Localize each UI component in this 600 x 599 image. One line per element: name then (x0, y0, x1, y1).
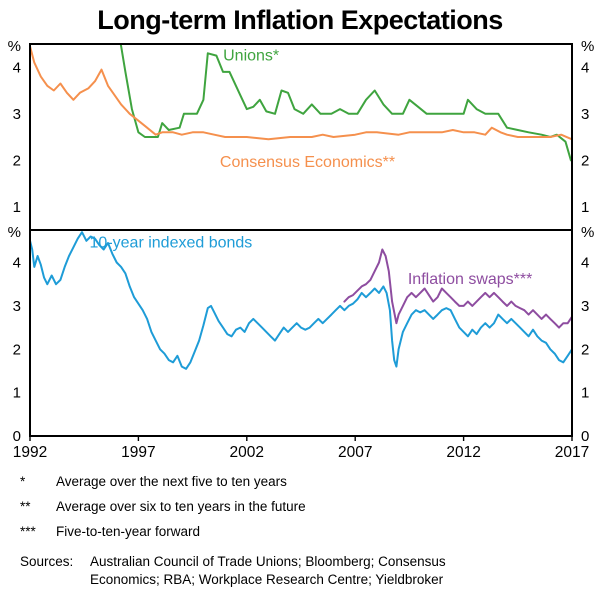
x-tick-label: 2007 (338, 444, 372, 461)
sources-text: Australian Council of Trade Unions; Bloo… (90, 554, 446, 587)
x-tick-label: 2012 (446, 444, 480, 461)
footnote-row: ** Average over six to ten years in the … (20, 499, 600, 514)
footnote-text: Average over six to ten years in the fut… (56, 499, 306, 514)
axis-unit-label: % (8, 224, 21, 241)
y-tick-label: 1 (581, 385, 589, 402)
series-label-indexed-bonds: 10-year indexed bonds (90, 234, 253, 251)
y-tick-label: 2 (581, 341, 589, 358)
y-tick-label: 4 (581, 59, 589, 76)
x-tick-label: 1997 (121, 444, 155, 461)
series-label-unions: Unions* (223, 47, 279, 64)
y-tick-label: 0 (581, 428, 589, 445)
y-tick-label: 1 (581, 199, 589, 216)
y-tick-label: 0 (13, 428, 21, 445)
y-tick-label: 4 (13, 59, 21, 76)
y-tick-label: 3 (13, 298, 21, 315)
inflation-expectations-chart: 1 1 2 2 3 3 4 4% % Unions* Consensus Economics** 0 0… (8, 38, 595, 461)
y-tick-label: 3 (581, 298, 589, 315)
footnote-marker: ** (20, 499, 31, 514)
sources-line: Sources: Australian Council of Trade Uni… (0, 549, 600, 589)
y-tick-label: 2 (581, 152, 589, 169)
y-tick-label: 1 (13, 385, 21, 402)
series-label-inflation-swaps: Inflation swaps*** (408, 271, 533, 288)
x-tick-label: 2002 (230, 444, 264, 461)
series-line-indexed-bonds (30, 231, 572, 370)
footnote-marker: *** (20, 524, 36, 539)
x-tick-label: 2017 (555, 444, 589, 461)
footnote-row: *** Five-to-ten-year forward (20, 524, 600, 539)
axis-unit-label: % (581, 224, 594, 241)
y-tick-label: 2 (13, 341, 21, 358)
y-tick-label: 1 (13, 199, 21, 216)
series-line-consensus (30, 45, 572, 141)
sources-label: Sources: (20, 554, 74, 569)
y-tick-label: 3 (13, 106, 21, 123)
series-label-consensus: Consensus Economics** (220, 154, 395, 171)
chart-title: Long-term Inflation Expectations (97, 5, 503, 35)
x-tick-label: 1992 (13, 444, 47, 461)
y-tick-label: 4 (581, 255, 589, 272)
axis-unit-label: % (581, 38, 594, 55)
footnote-text: Average over the next five to ten years (56, 474, 287, 489)
y-tick-label: 2 (13, 152, 21, 169)
footnote-text: Five-to-ten-year forward (56, 524, 201, 539)
series-line-unions (119, 44, 572, 162)
plot-box (29, 43, 573, 437)
footnote-row: * Average over the next five to ten year… (20, 474, 600, 489)
footnote-marker: * (20, 474, 26, 489)
y-tick-label: 3 (581, 106, 589, 123)
footnotes: * Average over the next five to ten year… (0, 466, 600, 539)
y-tick-label: 4 (13, 255, 21, 272)
axis-unit-label: % (8, 38, 21, 55)
series-line-inflation-swaps (343, 248, 572, 329)
